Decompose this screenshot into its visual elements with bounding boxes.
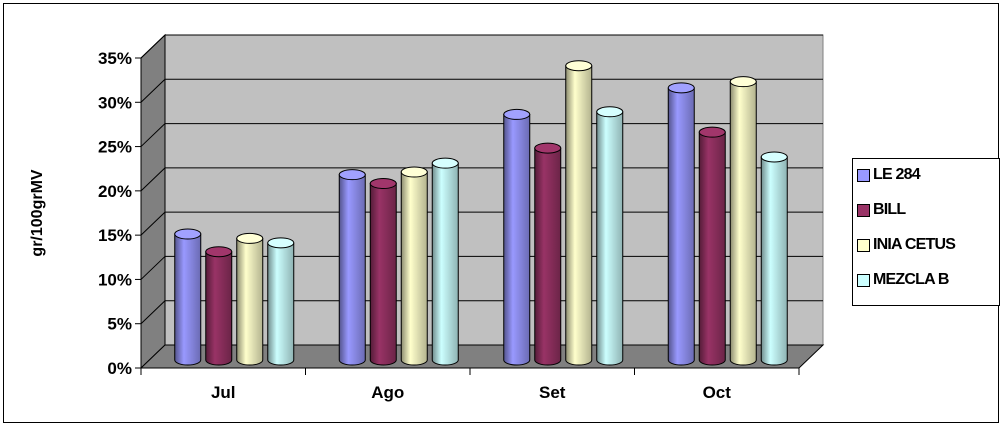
y-tick-label: 5% [107,315,132,334]
bar [267,242,295,366]
bar-top [667,82,695,94]
gridline [140,167,166,192]
bar-top [760,151,788,163]
bar-top [338,169,366,181]
bar [534,147,562,366]
y-tick-label: 30% [98,93,132,112]
bar [236,237,264,366]
side-wall [140,33,166,370]
legend-item: BILL [857,199,906,221]
bar-top [267,237,295,249]
bar-top [503,108,531,120]
bar-top [729,76,757,88]
gridline [140,78,166,103]
legend-swatch [857,238,870,252]
bar [667,87,695,366]
bar-top [174,228,202,240]
gridline [140,256,166,280]
bar [760,156,788,366]
x-tick-label: Oct [703,383,732,402]
legend-swatch [857,168,870,182]
bar-top [369,178,397,190]
bar [503,113,531,366]
y-tick-label: 20% [98,182,132,201]
legend-swatch [857,273,870,287]
bar [400,171,428,366]
x-tick-label: Ago [371,383,404,402]
bar [729,81,757,366]
legend-label: MEZCLA B [873,271,949,288]
bar-top [565,60,593,72]
bar [431,162,459,366]
bar [565,65,593,366]
legend-swatch [857,203,870,217]
gridline [140,300,166,325]
gridline [140,34,166,59]
y-tick-label: 15% [98,226,132,245]
bar [698,131,726,366]
y-tick-label: 25% [98,138,132,157]
legend-label: INIA CETUS [873,236,956,253]
x-tick-label: Jul [211,383,236,402]
bar-top [236,232,264,244]
bar [596,111,624,366]
bar [369,183,397,366]
bar-top [400,166,428,178]
y-tick-label: 10% [98,270,132,289]
bar [174,233,202,366]
y-tick-label: 35% [98,49,132,68]
bar [205,251,233,366]
x-tick-label: Set [539,383,566,402]
gridline [140,211,166,236]
legend: LE 284 BILL INIA CETUS MEZCLA B [852,158,1000,306]
bar-top [431,157,459,169]
gridline [140,123,166,147]
bar-top [534,142,562,154]
legend-item: MEZCLA B [857,269,949,291]
chart-frame: 0% 5% 10% 15% 20% 25% 30% 35% gr/100grMV Jul Ago Se… [3,3,1000,423]
legend-item: LE 284 [857,164,921,186]
y-tick-label: 0% [107,359,132,378]
y-axis-label: gr/100grMV [29,169,46,256]
bar [338,174,366,366]
bar-top [596,106,624,118]
chart-svg: 0% 5% 10% 15% 20% 25% 30% 35% gr/100grMV Jul Ago Se… [29,33,825,402]
bar-top [698,126,726,138]
legend-label: LE 284 [873,166,921,183]
legend-label: BILL [873,201,906,218]
bar-top [205,246,233,258]
legend-item: INIA CETUS [857,234,956,256]
